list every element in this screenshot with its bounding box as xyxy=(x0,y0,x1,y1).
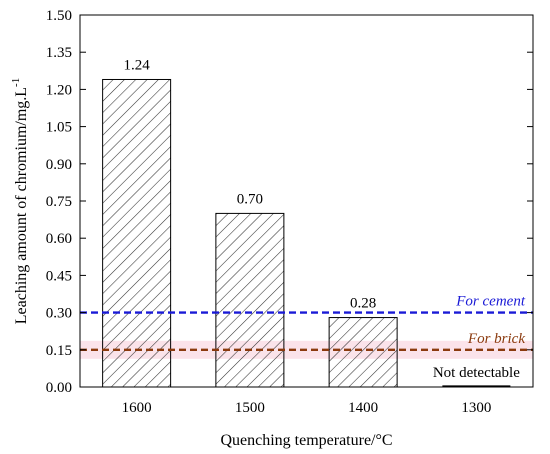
y-tick-label-8: 1.20 xyxy=(46,82,72,98)
y-tick-label-4: 0.60 xyxy=(46,231,72,247)
y-axis-title-superscript: -1 xyxy=(10,78,22,87)
x-tick-label-1500: 1500 xyxy=(235,400,265,416)
y-tick-label-1: 0.15 xyxy=(46,343,72,359)
data-label-1500: 0.70 xyxy=(237,191,263,207)
reference-label-0: For cement xyxy=(455,294,526,310)
y-tick-label-6: 0.90 xyxy=(46,157,72,173)
x-tick-label-1300: 1300 xyxy=(461,400,491,416)
bars-layer xyxy=(102,78,511,388)
bar-1400 xyxy=(328,317,398,388)
y-tick-label-7: 1.05 xyxy=(46,120,72,136)
reference-label-1: For brick xyxy=(467,331,525,347)
y-axis-title: Leaching amount of chromium/mg.L-1 xyxy=(10,78,30,324)
y-tick-label-10: 1.50 xyxy=(46,8,72,24)
reference-lines: For cement For brick xyxy=(80,294,533,351)
x-tick-label-1600: 1600 xyxy=(122,400,152,416)
y-tick-label-2: 0.30 xyxy=(46,306,72,322)
data-label-1400: 0.28 xyxy=(350,296,376,312)
y-axis: 0.00 0.15 0.30 0.45 0.60 0.75 0.90 1.05 1.20 1.35… xyxy=(46,8,533,396)
data-labels: 1.24 0.70 0.28 Not detectable xyxy=(124,57,521,381)
y-tick-label-3: 0.45 xyxy=(46,268,72,284)
y-tick-label-0: 0.00 xyxy=(46,380,72,396)
x-axis: 1600 1500 1400 1300 xyxy=(122,400,492,416)
data-label-1300: Not detectable xyxy=(433,365,520,381)
bar-1500 xyxy=(215,212,285,388)
y-axis-title-text: Leaching amount of chromium/mg.L xyxy=(13,87,30,324)
y-tick-label-9: 1.35 xyxy=(46,45,72,61)
data-label-1600: 1.24 xyxy=(124,57,151,73)
bar-1600 xyxy=(102,78,172,388)
y-tick-label-5: 0.75 xyxy=(46,194,72,210)
x-tick-label-1400: 1400 xyxy=(348,400,378,416)
x-axis-title: Quenching temperature/°C xyxy=(220,432,392,449)
